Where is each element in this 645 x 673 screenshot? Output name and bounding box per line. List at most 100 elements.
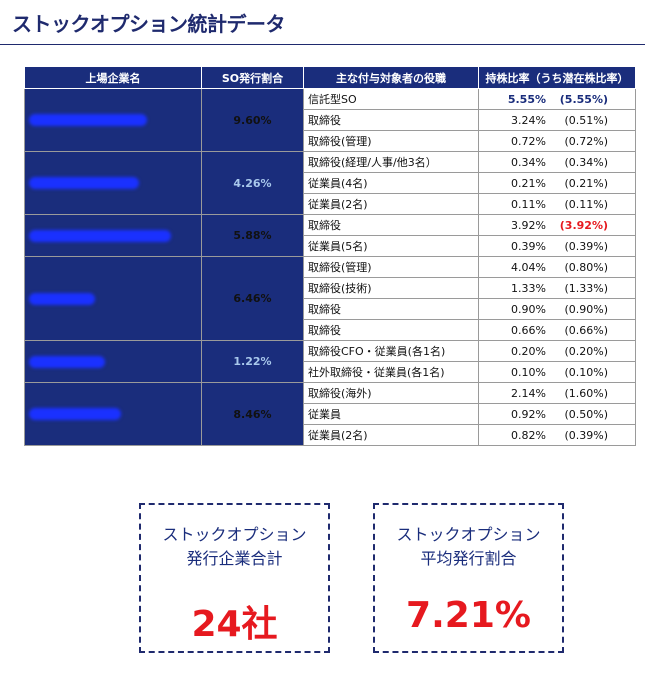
- average-rate-value: 7.21%: [406, 595, 531, 636]
- grantee-role: 信託型SO: [303, 88, 479, 110]
- ratio-value: 0.92%: [511, 407, 546, 421]
- ratio-value: 0.39%: [511, 239, 546, 253]
- table-row: 1.22% 取締役CFO・従業員(各1名) 0.20% (0.20%): [24, 340, 636, 383]
- shareholding-ratio: 0.90% (0.90%): [478, 298, 636, 320]
- redaction-mark: [29, 408, 121, 420]
- potential-ratio-value: (0.80%): [564, 260, 608, 274]
- potential-ratio-value: (0.90%): [564, 302, 608, 316]
- company-name-redacted: [24, 151, 202, 215]
- ratio-value: 0.34%: [511, 155, 546, 169]
- grantee-role: 取締役: [303, 319, 479, 341]
- total-companies-card: ストックオプション 発行企業合計 24社: [139, 503, 330, 653]
- company-name-redacted: [24, 340, 202, 383]
- shareholding-ratio: 0.11% (0.11%): [478, 193, 636, 215]
- so-issue-rate: 5.88%: [201, 214, 304, 257]
- grantee-role: 取締役(管理): [303, 256, 479, 278]
- grantee-role: 従業員(2名): [303, 193, 479, 215]
- header-company: 上場企業名: [24, 66, 202, 89]
- shareholding-ratio: 0.34% (0.34%): [478, 151, 636, 173]
- so-issue-rate: 9.60%: [201, 88, 304, 152]
- grantee-role: 取締役(海外): [303, 382, 479, 404]
- so-issue-rate: 6.46%: [201, 256, 304, 341]
- title-divider: [0, 44, 645, 45]
- grantee-role: 取締役CFO・従業員(各1名): [303, 340, 479, 362]
- table-header-row: 上場企業名 SO発行割合 主な付与対象者の役職 持株比率（うち潜在株比率）: [24, 66, 636, 89]
- shareholding-ratio: 0.10% (0.10%): [478, 361, 636, 383]
- ratio-value: 3.24%: [511, 113, 546, 127]
- potential-ratio-value: (5.55%): [559, 92, 608, 106]
- ratio-value: 0.10%: [511, 365, 546, 379]
- shareholding-ratio: 0.39% (0.39%): [478, 235, 636, 257]
- shareholding-ratio: 0.20% (0.20%): [478, 340, 636, 362]
- shareholding-ratio: 0.92% (0.50%): [478, 403, 636, 425]
- ratio-value: 0.66%: [511, 323, 546, 337]
- potential-ratio-value: (0.39%): [564, 428, 608, 442]
- potential-ratio-value: (0.10%): [564, 365, 608, 379]
- ratio-value: 0.21%: [511, 176, 546, 190]
- card-label: ストックオプション 平均発行割合: [375, 523, 562, 571]
- company-name-redacted: [24, 88, 202, 152]
- shareholding-ratio: 0.82% (0.39%): [478, 424, 636, 446]
- so-issue-rate: 8.46%: [201, 382, 304, 446]
- shareholding-ratio: 3.24% (0.51%): [478, 109, 636, 131]
- potential-ratio-value: (1.33%): [564, 281, 608, 295]
- table-row: 5.88% 取締役 3.92% (3.92%): [24, 214, 636, 257]
- ratio-value: 1.33%: [511, 281, 546, 295]
- shareholding-ratio: 3.92% (3.92%): [478, 214, 636, 236]
- table-row: 取締役 0.90% (0.90%): [25, 298, 636, 320]
- shareholding-ratio: 0.66% (0.66%): [478, 319, 636, 341]
- redaction-mark: [29, 292, 95, 305]
- shareholding-ratio: 1.33% (1.33%): [478, 277, 636, 299]
- page-title: ストックオプション統計データ: [12, 12, 286, 36]
- potential-ratio-value: (0.51%): [564, 113, 608, 127]
- card-label-line2: 発行企業合計: [186, 549, 283, 568]
- ratio-value: 2.14%: [511, 386, 546, 400]
- table-row: 4.26% 取締役(経理/人事/他3名） 0.34% (0.34%): [24, 151, 636, 215]
- shareholding-ratio: 2.14% (1.60%): [478, 382, 636, 404]
- grantee-role: 取締役(管理): [303, 130, 479, 152]
- table-row: 取締役 0.66% (0.66%): [25, 319, 636, 341]
- grantee-role: 取締役(経理/人事/他3名）: [303, 151, 479, 173]
- redaction-mark: [29, 229, 171, 242]
- card-label-line1: ストックオプション: [396, 525, 541, 544]
- card-label-line1: ストックオプション: [162, 525, 307, 544]
- table-row: 社外取締役・従業員(各1名) 0.10% (0.10%): [25, 361, 636, 383]
- ratio-value: 0.20%: [511, 344, 546, 358]
- ratio-value: 3.92%: [511, 218, 546, 232]
- header-role: 主な付与対象者の役職: [303, 66, 479, 89]
- redaction-mark: [29, 355, 105, 368]
- table-body: 9.60% 信託型SO 5.55% (5.55%) 取締役 3.24% (0.51%) 取締役…: [24, 88, 636, 446]
- so-issue-rate: 4.26%: [201, 151, 304, 215]
- shareholding-ratio: 0.21% (0.21%): [478, 172, 636, 194]
- ratio-value: 0.72%: [511, 134, 546, 148]
- stock-option-table: 上場企業名 SO発行割合 主な付与対象者の役職 持株比率（うち潜在株比率） 9.…: [24, 66, 636, 446]
- card-label: ストックオプション 発行企業合計: [141, 523, 328, 571]
- table-row: 8.46% 取締役(海外) 2.14% (1.60%): [24, 382, 636, 446]
- redaction-mark: [29, 177, 139, 189]
- ratio-value: 5.55%: [507, 92, 546, 106]
- redaction-mark: [29, 114, 147, 126]
- company-name-redacted: [24, 382, 202, 446]
- ratio-value: 4.04%: [511, 260, 546, 274]
- company-name-redacted: [24, 214, 202, 257]
- potential-ratio-value: (0.20%): [564, 344, 608, 358]
- shareholding-ratio: 4.04% (0.80%): [478, 256, 636, 278]
- header-ratio: 持株比率（うち潜在株比率）: [478, 66, 636, 89]
- potential-ratio-value: (0.50%): [564, 407, 608, 421]
- so-issue-rate: 1.22%: [201, 340, 304, 383]
- ratio-value: 0.11%: [511, 197, 546, 211]
- grantee-role: 取締役: [303, 214, 479, 236]
- grantee-role: 取締役: [303, 109, 479, 131]
- grantee-role: 従業員(2名): [303, 424, 479, 446]
- header-so-rate: SO発行割合: [201, 66, 304, 89]
- table-row: 従業員(2名) 0.82% (0.39%): [25, 424, 636, 446]
- ratio-value: 0.82%: [511, 428, 546, 442]
- table-row: 6.46% 取締役(管理) 4.04% (0.80%): [24, 256, 636, 341]
- ratio-value: 0.90%: [511, 302, 546, 316]
- grantee-role: 取締役(技術): [303, 277, 479, 299]
- grantee-role: 社外取締役・従業員(各1名): [303, 361, 479, 383]
- potential-ratio-value: (0.72%): [564, 134, 608, 148]
- table-row: 9.60% 信託型SO 5.55% (5.55%): [24, 88, 636, 152]
- potential-ratio-value: (3.92%): [559, 218, 608, 232]
- potential-ratio-value: (0.39%): [564, 239, 608, 253]
